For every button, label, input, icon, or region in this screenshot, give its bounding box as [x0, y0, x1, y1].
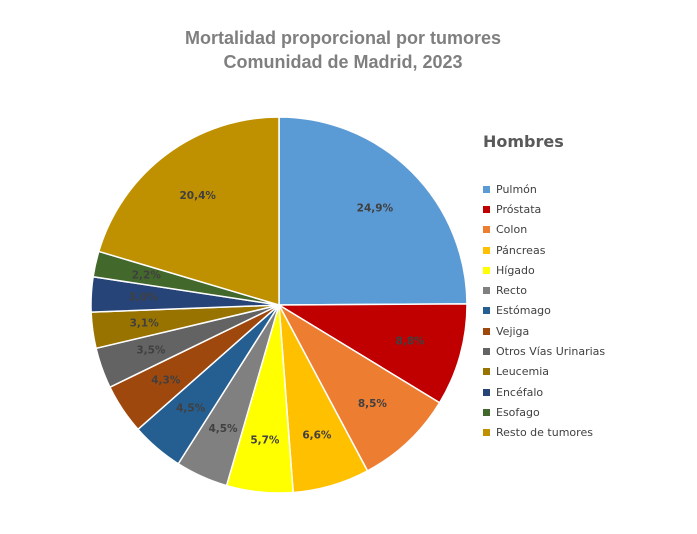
legend-swatch-6 [483, 307, 490, 315]
legend-label-1: Próstata [496, 202, 542, 216]
legend-swatch-11 [483, 408, 490, 416]
legend-title: Hombres [483, 132, 564, 151]
legend-item-7: Vejiga [483, 321, 683, 341]
slice-label-3: 6,6% [302, 430, 332, 442]
legend-item-6: Estómago [483, 301, 683, 321]
slice-label-5: 4,5% [208, 423, 238, 435]
legend-items: Pulmón Próstata Colon Páncreas Hígado Recto Es… [483, 179, 683, 443]
legend-item-4: Hígado [483, 260, 683, 280]
slice-label-8: 3,5% [136, 345, 166, 357]
legend-item-9: Leucemia [483, 362, 683, 382]
legend-label-10: Encéfalo [496, 385, 544, 399]
pie-slice-12 [97, 116, 280, 307]
legend-swatch-4 [483, 266, 490, 274]
legend-item-0: Pulmón [483, 179, 683, 199]
chart-title-block: Mortalidad proporcional por tumores Comu… [0, 26, 686, 74]
legend-label-6: Estómago [496, 304, 551, 318]
legend-label-11: Esofago [496, 405, 540, 419]
legend: Hombres Pulmón Próstata Colon Páncreas Hígad… [483, 132, 683, 443]
legend-swatch-2 [483, 226, 490, 234]
chart-subtitle: Comunidad de Madrid, 2023 [223, 52, 463, 72]
legend-label-8: Otros Vías Urinarias [496, 345, 606, 359]
chart-title: Mortalidad proporcional por tumores [184, 28, 502, 48]
legend-swatch-9 [483, 368, 490, 376]
slice-label-4: 5,7% [250, 434, 280, 446]
legend-swatch-12 [483, 429, 490, 437]
slice-label-10: 3,0% [129, 291, 159, 303]
slice-label-6: 4,5% [176, 402, 206, 414]
legend-label-9: Leucemia [496, 365, 550, 379]
slice-label-0: 24,9% [357, 203, 394, 215]
legend-swatch-0 [483, 185, 490, 193]
legend-item-10: Encéfalo [483, 382, 683, 402]
legend-label-3: Páncreas [496, 243, 546, 257]
legend-label-12: Resto de tumores [496, 426, 593, 440]
legend-label-4: Hígado [496, 263, 535, 277]
legend-label-7: Vejiga [496, 324, 530, 338]
pie-slice-2 [277, 302, 441, 472]
legend-label-2: Colon [496, 223, 528, 237]
legend-item-2: Colon [483, 220, 683, 240]
legend-swatch-8 [483, 348, 490, 356]
legend-item-3: Páncreas [483, 240, 683, 260]
legend-swatch-5 [483, 287, 490, 295]
slice-label-2: 8,5% [358, 398, 388, 410]
slice-label-12: 20,4% [179, 190, 216, 202]
legend-item-5: Recto [483, 280, 683, 300]
legend-swatch-7 [483, 327, 490, 335]
legend-swatch-10 [483, 388, 490, 396]
legend-swatch-3 [483, 246, 490, 254]
slice-label-7: 4,3% [151, 374, 181, 386]
legend-swatch-1 [483, 205, 490, 213]
legend-item-12: Resto de tumores [483, 423, 683, 443]
pie-slice-0 [278, 116, 468, 306]
legend-label-5: Recto [496, 284, 528, 298]
legend-item-11: Esofago [483, 402, 683, 422]
legend-item-1: Próstata [483, 199, 683, 219]
slice-label-1: 8,8% [396, 335, 426, 347]
slice-label-9: 3,1% [130, 317, 160, 329]
pie-slice-1 [276, 303, 468, 404]
legend-item-8: Otros Vías Urinarias [483, 341, 683, 361]
legend-label-0: Pulmón [496, 182, 537, 196]
slice-label-11: 2,2% [132, 269, 162, 281]
